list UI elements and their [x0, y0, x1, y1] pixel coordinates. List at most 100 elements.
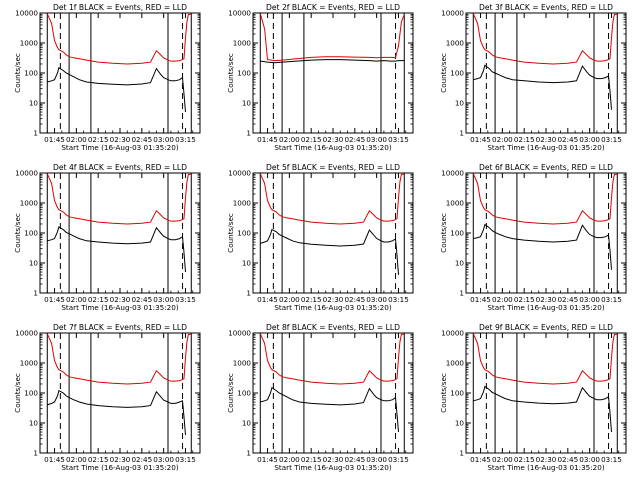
lld-series-line — [472, 333, 618, 385]
x-tick-label: 02:15 — [514, 455, 535, 464]
x-tick-label: 03:15 — [601, 135, 622, 144]
y-axis-label: Counts/sec — [13, 53, 22, 93]
detector-panel-5: Det 5f BLACK = Events, RED = LLD 1 10 100 10… — [226, 163, 414, 312]
events-series-line — [47, 226, 186, 273]
x-tick-label: 02:30 — [323, 455, 344, 464]
x-tick-label: 02:45 — [131, 455, 152, 464]
y-tick-label: 10 — [455, 419, 465, 428]
x-tick-label: 01:45 — [470, 455, 491, 464]
x-axis-label: Start Time (16-Aug-03 01:35:20) — [487, 463, 604, 472]
panel-title: Det 7f BLACK = Events, RED = LLD — [53, 323, 187, 332]
y-tick-label: 10000 — [15, 169, 38, 178]
y-tick-label: 10 — [29, 99, 39, 108]
x-tick-label: 02:15 — [301, 295, 322, 304]
lld-series-line — [46, 13, 192, 65]
x-tick-label: 02:15 — [514, 295, 535, 304]
events-series-line — [260, 228, 399, 275]
x-tick-label: 02:30 — [536, 455, 557, 464]
x-tick-label: 02:00 — [279, 455, 300, 464]
x-tick-label: 03:00 — [153, 135, 174, 144]
y-tick-label: 1000 — [446, 39, 465, 48]
detector-panel-4: Det 4f BLACK = Events, RED = LLD 1 10 100 10… — [13, 163, 201, 312]
y-tick-label: 10000 — [15, 329, 38, 338]
x-tick-label: 03:00 — [366, 135, 387, 144]
events-series-line — [473, 223, 612, 270]
y-tick-label: 10 — [242, 419, 252, 428]
panel-title: Det 2f BLACK = Events, RED = LLD — [266, 3, 400, 12]
y-tick-label: 1 — [246, 289, 251, 298]
y-tick-label: 10 — [242, 99, 252, 108]
y-axis-label: Counts/sec — [226, 53, 235, 93]
x-tick-label: 03:00 — [366, 455, 387, 464]
x-tick-label: 01:45 — [257, 295, 278, 304]
x-tick-label: 02:00 — [492, 135, 513, 144]
y-tick-label: 100 — [450, 229, 464, 238]
y-axis-label: Counts/sec — [13, 213, 22, 253]
y-tick-label: 1000 — [20, 359, 39, 368]
lld-series-line — [259, 333, 405, 385]
y-tick-label: 1 — [33, 289, 38, 298]
x-tick-label: 02:15 — [88, 295, 109, 304]
y-tick-label: 100 — [237, 389, 251, 398]
x-axis-label: Start Time (16-Aug-03 01:35:20) — [274, 143, 391, 152]
x-tick-label: 01:45 — [257, 135, 278, 144]
plot-frame — [39, 172, 201, 294]
x-tick-label: 03:15 — [388, 135, 409, 144]
panel-title: Det 9f BLACK = Events, RED = LLD — [479, 323, 613, 332]
x-tick-label: 02:30 — [536, 295, 557, 304]
x-axis-label: Start Time (16-Aug-03 01:35:20) — [487, 303, 604, 312]
y-tick-label: 1 — [246, 129, 251, 138]
x-tick-label: 02:30 — [110, 295, 131, 304]
x-tick-label: 02:30 — [323, 295, 344, 304]
x-tick-label: 02:00 — [66, 135, 87, 144]
y-tick-label: 100 — [24, 69, 38, 78]
x-tick-label: 01:45 — [470, 295, 491, 304]
y-tick-label: 1 — [33, 449, 38, 458]
plot-frame — [252, 12, 414, 134]
y-tick-label: 1000 — [20, 199, 39, 208]
y-tick-label: 1000 — [446, 199, 465, 208]
x-tick-label: 02:45 — [557, 455, 578, 464]
detector-panel-8: Det 8f BLACK = Events, RED = LLD 1 10 100 10… — [226, 323, 414, 472]
x-tick-label: 02:45 — [344, 295, 365, 304]
plot-frame — [465, 12, 627, 134]
x-tick-label: 01:45 — [44, 455, 65, 464]
x-tick-label: 03:00 — [579, 295, 600, 304]
x-tick-label: 03:00 — [579, 455, 600, 464]
lld-series-line — [259, 13, 405, 62]
x-axis-label: Start Time (16-Aug-03 01:35:20) — [274, 303, 391, 312]
y-tick-label: 10000 — [15, 9, 38, 18]
y-tick-label: 10 — [455, 99, 465, 108]
x-axis-label: Start Time (16-Aug-03 01:35:20) — [487, 143, 604, 152]
plot-frame — [39, 12, 201, 134]
y-axis-label: Counts/sec — [226, 373, 235, 413]
x-tick-label: 02:45 — [557, 295, 578, 304]
events-series-line — [47, 66, 186, 113]
y-axis-label: Counts/sec — [439, 213, 448, 253]
plot-frame — [465, 172, 627, 294]
detector-panel-7: Det 7f BLACK = Events, RED = LLD 1 10 100 10… — [13, 323, 201, 472]
panel-title: Det 6f BLACK = Events, RED = LLD — [479, 163, 613, 172]
x-axis-label: Start Time (16-Aug-03 01:35:20) — [274, 463, 391, 472]
y-tick-label: 10000 — [228, 329, 251, 338]
lld-series-line — [46, 333, 192, 385]
lld-series-line — [259, 173, 405, 225]
detector-panel-6: Det 6f BLACK = Events, RED = LLD 1 10 100 10… — [439, 163, 627, 312]
x-tick-label: 02:45 — [131, 295, 152, 304]
x-tick-label: 03:15 — [388, 455, 409, 464]
x-tick-label: 03:00 — [579, 135, 600, 144]
y-tick-label: 10000 — [228, 169, 251, 178]
x-tick-label: 01:45 — [257, 455, 278, 464]
panel-title: Det 4f BLACK = Events, RED = LLD — [53, 163, 187, 172]
detector-panel-1: Det 1f BLACK = Events, RED = LLD 1 10 100 10… — [13, 3, 201, 152]
y-tick-label: 10000 — [441, 9, 464, 18]
y-tick-label: 1000 — [233, 359, 252, 368]
y-axis-label: Counts/sec — [439, 53, 448, 93]
x-tick-label: 02:00 — [279, 135, 300, 144]
y-tick-label: 100 — [450, 389, 464, 398]
panel-title: Det 5f BLACK = Events, RED = LLD — [266, 163, 400, 172]
x-tick-label: 02:15 — [514, 135, 535, 144]
y-tick-label: 1000 — [233, 199, 252, 208]
y-tick-label: 100 — [450, 69, 464, 78]
